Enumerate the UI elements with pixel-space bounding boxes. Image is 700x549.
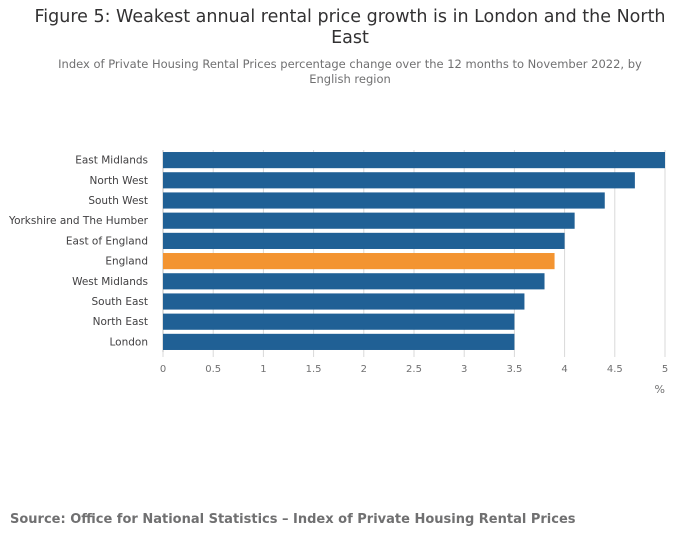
category-label: England bbox=[105, 256, 148, 268]
bar-west-midlands bbox=[163, 273, 545, 290]
category-label: South East bbox=[91, 296, 148, 308]
bars bbox=[163, 152, 665, 350]
category-label: West Midlands bbox=[72, 276, 148, 288]
category-label: North West bbox=[89, 175, 148, 187]
category-labels: East Midlands North West South West Yorkshi… bbox=[8, 155, 149, 349]
category-label: North East bbox=[93, 316, 148, 328]
x-tick-label: 3.5 bbox=[506, 364, 522, 375]
category-label: London bbox=[110, 336, 149, 348]
x-tick-label: 4 bbox=[561, 364, 567, 375]
x-tick-label: 2 bbox=[361, 364, 367, 375]
x-axis-label: % bbox=[655, 383, 665, 396]
x-tick-label: 1.5 bbox=[306, 364, 322, 375]
x-tick-label: 4.5 bbox=[607, 364, 623, 375]
x-tick-label: 3 bbox=[461, 364, 467, 375]
category-label: East of England bbox=[66, 235, 148, 247]
bar-east-midlands bbox=[163, 152, 665, 169]
bar-yorkshire-and-the-humber bbox=[163, 212, 575, 229]
category-label: Yorkshire and The Humber bbox=[8, 215, 149, 227]
bar-north-west bbox=[163, 172, 635, 189]
bar-north-east bbox=[163, 313, 515, 330]
bar-east-of-england bbox=[163, 232, 565, 249]
chart-subtitle: Index of Private Housing Rental Prices p… bbox=[58, 57, 642, 86]
x-tick-label: 2.5 bbox=[406, 364, 422, 375]
bar-south-east bbox=[163, 293, 525, 310]
category-label: South West bbox=[88, 195, 148, 207]
chart-title: Figure 5: Weakest annual rental price gr… bbox=[34, 7, 666, 48]
x-tick-label: 0.5 bbox=[205, 364, 221, 375]
category-label: East Midlands bbox=[75, 155, 148, 167]
bar-south-west bbox=[163, 192, 605, 209]
source-note: Source: Office for National Statistics –… bbox=[10, 512, 576, 527]
bar-england bbox=[163, 253, 555, 270]
x-tick-label: 0 bbox=[160, 364, 166, 375]
x-tick-label: 1 bbox=[260, 364, 266, 375]
x-tick-label: 5 bbox=[662, 364, 668, 375]
bar-london bbox=[163, 333, 515, 350]
x-tick-labels: 0 0.5 1 1.5 2 2.5 3 3.5 4 4.5 5 bbox=[160, 364, 668, 375]
